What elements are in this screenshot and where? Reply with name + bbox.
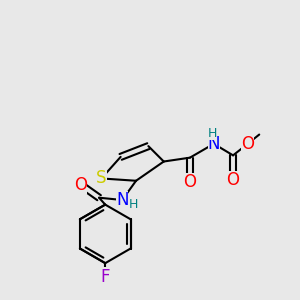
Text: F: F xyxy=(100,268,110,286)
Text: O: O xyxy=(241,135,254,153)
Text: H: H xyxy=(208,127,217,140)
Text: O: O xyxy=(74,176,87,194)
Text: O: O xyxy=(183,173,196,191)
Text: H: H xyxy=(128,198,138,211)
Text: N: N xyxy=(208,135,220,153)
Text: S: S xyxy=(96,169,106,188)
Text: N: N xyxy=(116,191,128,209)
Text: O: O xyxy=(226,171,240,189)
